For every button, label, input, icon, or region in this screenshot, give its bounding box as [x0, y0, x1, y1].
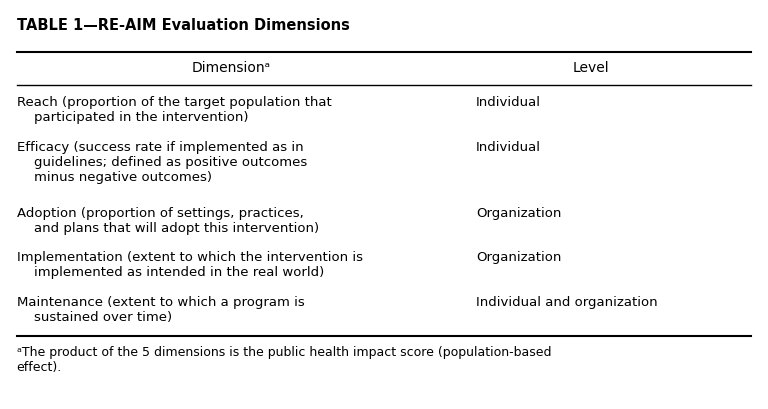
- Text: Reach (proportion of the target population that
    participated in the interven: Reach (proportion of the target populati…: [17, 96, 332, 124]
- Text: Individual: Individual: [476, 96, 541, 109]
- Text: Maintenance (extent to which a program is
    sustained over time): Maintenance (extent to which a program i…: [17, 296, 304, 324]
- Text: Level: Level: [572, 61, 609, 75]
- Text: Efficacy (success rate if implemented as in
    guidelines; defined as positive : Efficacy (success rate if implemented as…: [17, 141, 307, 184]
- Text: Implementation (extent to which the intervention is
    implemented as intended : Implementation (extent to which the inte…: [17, 251, 362, 279]
- Text: ᵃThe product of the 5 dimensions is the public health impact score (population-b: ᵃThe product of the 5 dimensions is the …: [17, 346, 551, 374]
- Text: Adoption (proportion of settings, practices,
    and plans that will adopt this : Adoption (proportion of settings, practi…: [17, 207, 319, 234]
- Text: Organization: Organization: [476, 251, 561, 264]
- Text: Individual and organization: Individual and organization: [476, 296, 657, 309]
- Text: TABLE 1—RE-AIM Evaluation Dimensions: TABLE 1—RE-AIM Evaluation Dimensions: [17, 18, 349, 33]
- Text: Dimensionᵃ: Dimensionᵃ: [191, 61, 270, 75]
- Text: Organization: Organization: [476, 207, 561, 220]
- Text: Individual: Individual: [476, 141, 541, 154]
